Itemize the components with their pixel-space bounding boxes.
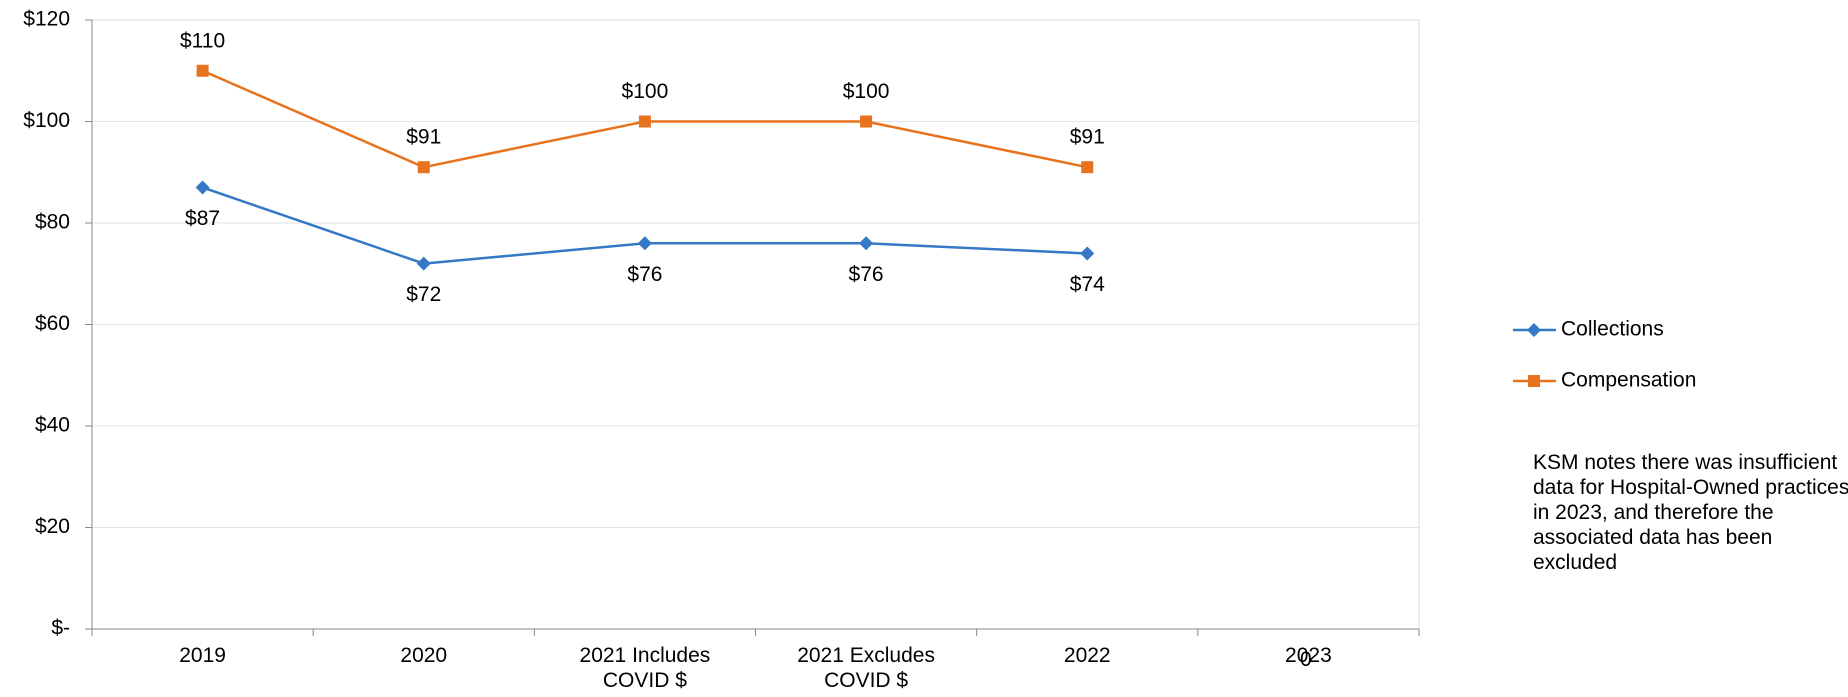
- x-tick-label: 2021 Includes COVID $: [579, 644, 711, 692]
- y-tick-label: $-: [51, 617, 70, 640]
- marker: [1527, 323, 1541, 337]
- x-tick-label: 2020: [400, 644, 448, 667]
- marker: [860, 115, 873, 128]
- data-label: $87: [185, 207, 220, 230]
- x-tick-label: 2023: [1285, 644, 1332, 667]
- marker: [1081, 161, 1094, 174]
- data-label: $76: [627, 263, 662, 286]
- annotation-note: KSM notes there was insufficient data fo…: [1533, 451, 1848, 574]
- marker: [638, 115, 651, 128]
- marker: [196, 64, 209, 77]
- data-label: $91: [406, 126, 441, 149]
- data-label: $100: [622, 80, 669, 103]
- marker: [416, 256, 431, 271]
- legend-label: Collections: [1561, 318, 1664, 341]
- marker: [859, 236, 874, 251]
- x-tick-label: 2019: [179, 644, 226, 667]
- data-label: $72: [406, 283, 441, 306]
- marker: [417, 161, 430, 174]
- marker: [195, 180, 210, 195]
- data-label: $76: [849, 263, 884, 286]
- annotation-zero: 0: [1300, 648, 1312, 671]
- marker: [637, 236, 652, 251]
- y-tick-label: $60: [35, 312, 70, 335]
- y-tick-label: $40: [35, 414, 70, 437]
- data-label: $91: [1070, 126, 1105, 149]
- marker: [1528, 375, 1540, 387]
- x-tick-label: 2021 Excludes COVID $: [797, 644, 935, 692]
- data-label: $74: [1070, 273, 1105, 296]
- y-tick-label: $20: [35, 515, 70, 538]
- y-tick-label: $100: [23, 109, 70, 132]
- data-label: $100: [843, 80, 890, 103]
- data-label: $110: [180, 29, 225, 52]
- y-tick-label: $120: [23, 8, 70, 31]
- marker: [1080, 246, 1095, 261]
- y-tick-label: $80: [35, 211, 70, 234]
- series-line: [202, 186, 1088, 265]
- x-tick-label: 2022: [1063, 644, 1111, 667]
- legend-label: Compensation: [1561, 369, 1696, 392]
